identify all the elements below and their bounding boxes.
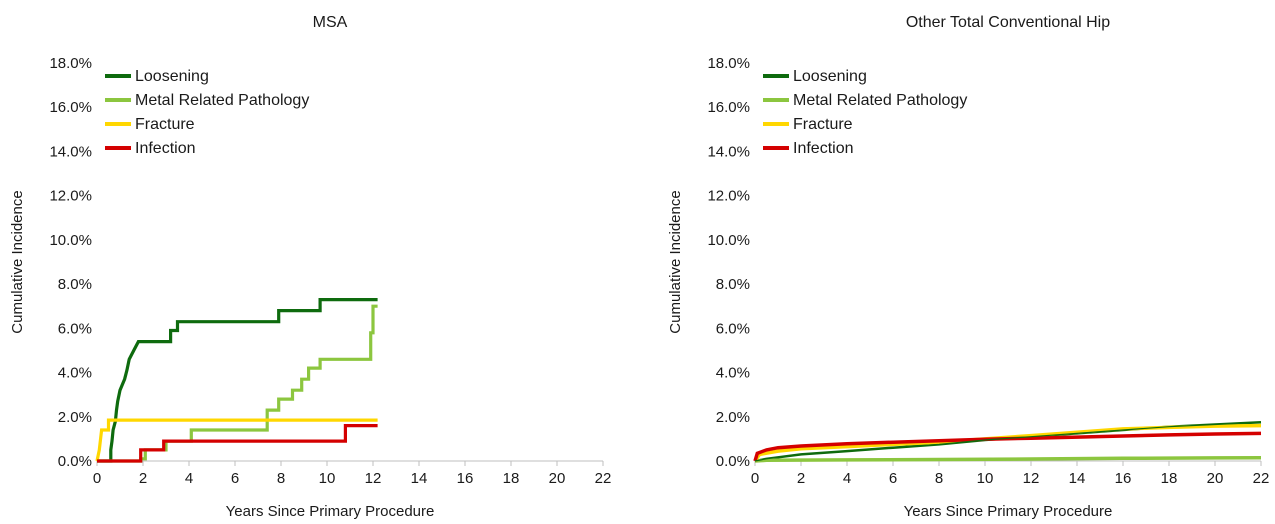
y-tick-label: 0.0% [58,453,92,470]
x-tick-label: 20 [549,470,566,487]
x-tick-label: 0 [751,470,759,487]
y-tick-label: 0.0% [716,453,750,470]
legend-label: Fracture [135,116,195,133]
y-tick-label: 18.0% [707,55,750,72]
series-line [97,304,378,463]
x-axis-label: Years Since Primary Procedure [904,503,1113,520]
legend-label: Metal Related Pathology [793,92,967,109]
x-tick-label: 12 [365,470,382,487]
x-tick-label: 0 [93,470,101,487]
y-tick-label: 2.0% [58,409,92,426]
x-tick-label: 14 [1069,470,1086,487]
series-line [754,421,1262,462]
y-tick-label: 6.0% [716,320,750,337]
y-axis-label: Cumulative Incidence [667,190,684,333]
chart-title: Other Total Conventional Hip [906,14,1110,31]
x-tick-label: 14 [411,470,428,487]
legend-label: Loosening [793,68,867,85]
x-tick-label: 22 [1253,470,1270,487]
y-tick-label: 12.0% [49,188,92,205]
x-tick-label: 12 [1023,470,1040,487]
x-tick-label: 6 [231,470,239,487]
x-tick-label: 16 [457,470,474,487]
y-tick-label: 8.0% [716,276,750,293]
x-tick-label: 6 [889,470,897,487]
legend-label: Loosening [135,68,209,85]
y-tick-label: 10.0% [49,232,92,249]
chart-title: MSA [313,14,348,31]
y-tick-label: 4.0% [58,365,92,382]
y-tick-label: 18.0% [49,55,92,72]
x-tick-label: 10 [319,470,336,487]
legend-label: Infection [793,140,853,157]
y-tick-label: 14.0% [49,143,92,160]
y-tick-label: 4.0% [716,365,750,382]
y-tick-label: 12.0% [707,188,750,205]
x-tick-label: 4 [185,470,193,487]
legend-label: Fracture [793,116,853,133]
series-line [95,418,378,462]
x-tick-label: 10 [977,470,994,487]
x-axis-label: Years Since Primary Procedure [226,503,435,520]
y-tick-label: 16.0% [707,99,750,116]
series-line [97,298,378,463]
x-tick-label: 22 [595,470,612,487]
y-tick-label: 6.0% [58,320,92,337]
legend-label: Metal Related Pathology [135,92,309,109]
x-tick-label: 20 [1207,470,1224,487]
series-line [753,431,1262,462]
y-tick-label: 14.0% [707,143,750,160]
x-tick-label: 2 [139,470,147,487]
x-tick-label: 18 [503,470,520,487]
y-axis-label: Cumulative Incidence [9,190,26,333]
y-tick-label: 10.0% [707,232,750,249]
x-tick-label: 8 [935,470,943,487]
x-tick-label: 16 [1115,470,1132,487]
y-tick-label: 2.0% [716,409,750,426]
y-tick-label: 8.0% [58,276,92,293]
x-tick-label: 8 [277,470,285,487]
x-tick-label: 2 [797,470,805,487]
legend-label: Infection [135,140,195,157]
x-tick-label: 4 [843,470,851,487]
series-line [97,424,378,463]
series-line [754,455,1262,463]
y-tick-label: 16.0% [49,99,92,116]
x-tick-label: 18 [1161,470,1178,487]
